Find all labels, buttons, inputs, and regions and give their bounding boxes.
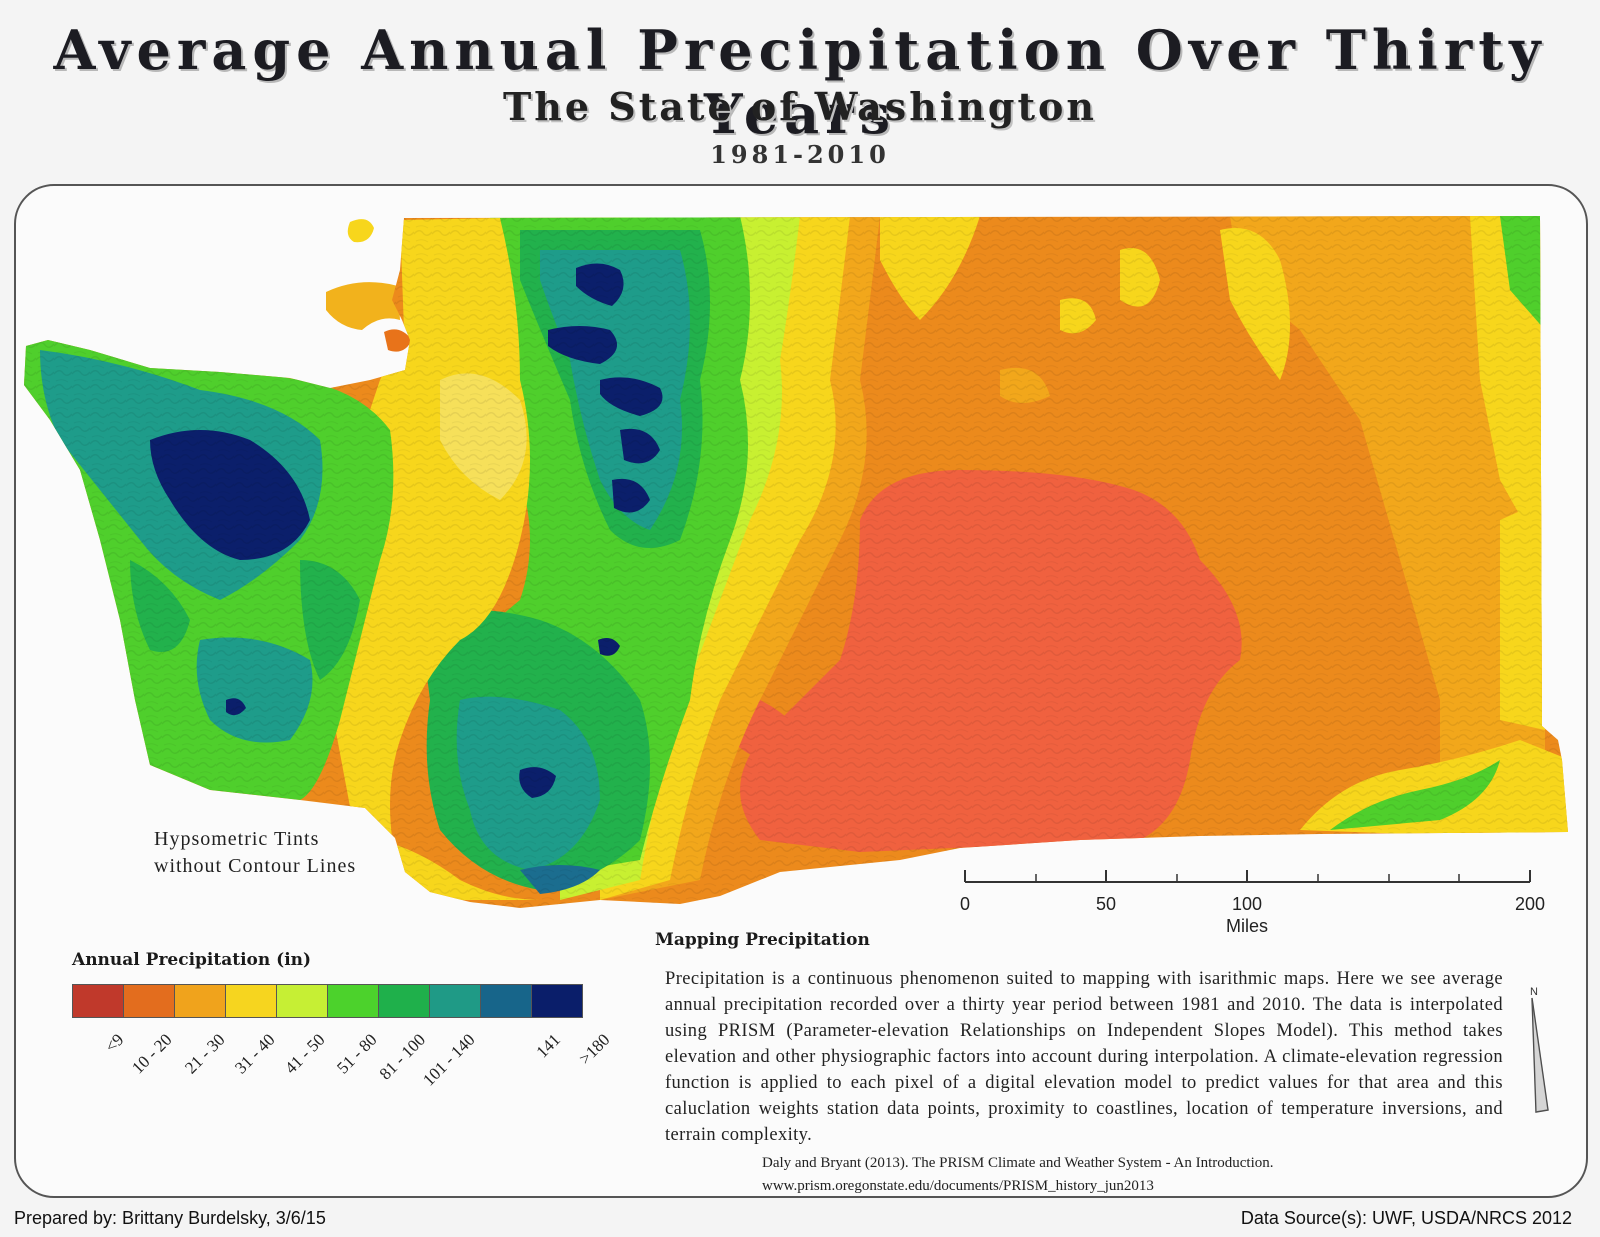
legend-label: <9	[101, 1030, 128, 1057]
legend-label: 10 - 20	[127, 1030, 176, 1078]
legend-label: 51 - 80	[332, 1030, 381, 1078]
island-fragment	[384, 329, 412, 352]
citation-line1: Daly and Bryant (2013). The PRISM Climat…	[762, 1155, 1274, 1171]
legend-swatch	[532, 985, 582, 1017]
data-source: Data Source(s): UWF, USDA/NRCS 2012	[1240, 1208, 1572, 1228]
legend-label: 101 - 140	[418, 1030, 479, 1090]
legend-swatch	[175, 985, 226, 1017]
citation-line2: www.prism.oregonstate.edu/documents/PRIS…	[762, 1178, 1154, 1194]
island-fragment	[326, 282, 400, 330]
legend-swatch	[481, 985, 532, 1017]
scale-tick-label: 0	[959, 894, 971, 914]
scale-bar: 0 50 100 200 Miles	[959, 866, 1545, 936]
legend-swatch	[73, 985, 124, 1017]
text-heading: Mapping Precipitation	[655, 930, 870, 950]
scale-bar-ticks	[964, 870, 1531, 883]
legend-swatch	[277, 985, 328, 1017]
legend-swatch	[328, 985, 379, 1017]
legend-title: Annual Precipitation (in)	[72, 950, 312, 970]
citation: Daly and Bryant (2013). The PRISM Climat…	[762, 1152, 1274, 1198]
map-subtitle: The State of Washington	[503, 84, 1097, 129]
overlay-note-line1: Hypsometric Tints	[154, 828, 320, 850]
overlay-note-line2: without Contour Lines	[154, 855, 357, 877]
map-overlay-note: Hypsometric Tints without Contour Lines	[154, 826, 356, 880]
scale-tick-label: 100	[1231, 894, 1263, 914]
map-years: 1981-2010	[710, 140, 890, 169]
legend-swatch	[124, 985, 175, 1017]
text-body: Precipitation is a continuous phenomenon…	[665, 969, 1503, 1145]
north-arrow-icon	[1531, 997, 1549, 1113]
legend-label: 21 - 30	[180, 1030, 229, 1078]
legend-labels: <9 10 - 20 21 - 30 31 - 40 41 - 50 51 - 80 81 …	[72, 1030, 613, 1100]
prepared-by: Prepared by: Brittany Burdelsky, 3/6/15	[14, 1208, 326, 1228]
north-label: N	[1530, 986, 1538, 998]
legend-label: 141	[531, 1030, 564, 1062]
legend-swatch	[379, 985, 430, 1017]
map-title: Average Annual Precipitation Over Thirty…	[53, 18, 1547, 146]
legend-swatch	[430, 985, 481, 1017]
scale-tick-label: 200	[1514, 894, 1546, 914]
scale-tick-label: 50	[1095, 894, 1117, 914]
legend-label: 41 - 50	[280, 1030, 329, 1078]
legend-swatch	[226, 985, 277, 1017]
scale-unit: Miles	[1225, 916, 1269, 936]
island-fragment	[347, 219, 374, 243]
legend-label: 31 - 40	[230, 1030, 279, 1078]
legend-swatches	[72, 984, 583, 1018]
